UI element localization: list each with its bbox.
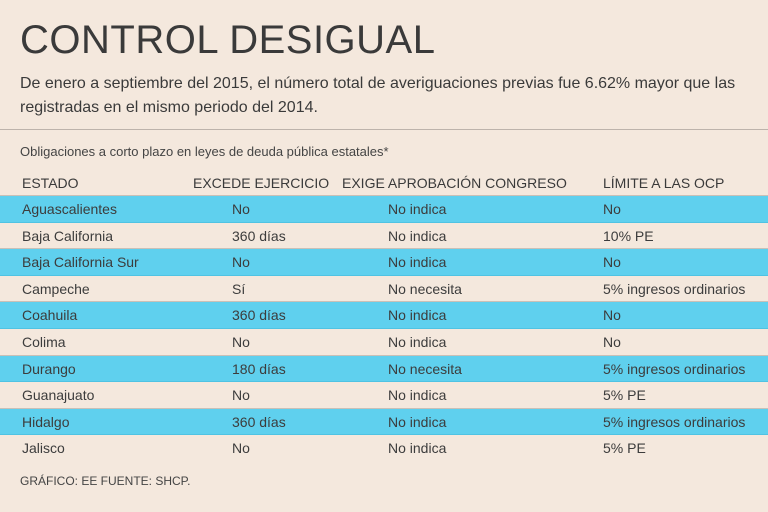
cell-aprobacion: No necesita — [388, 360, 462, 377]
cell-estado: Baja California Sur — [22, 254, 139, 271]
cell-estado: Aguascalientes — [22, 201, 117, 217]
table-row: Hidalgo 360 días No indica 5% ingresos o… — [0, 408, 768, 436]
cell-excede: 360 días — [232, 413, 286, 430]
divider — [0, 129, 768, 130]
cell-estado: Baja California — [22, 227, 114, 244]
cell-excede: 360 días — [232, 307, 286, 324]
cell-excede: Sí — [232, 280, 246, 297]
table-row: Coahuila 360 días No indica No — [0, 302, 768, 329]
table-row: Aguascalientes No No indica No — [0, 196, 768, 223]
cell-estado: Jalisco — [22, 440, 65, 457]
cell-excede: No — [232, 254, 250, 271]
table-row: Jalisco No No indica 5% PE — [0, 435, 768, 462]
cell-aprobacion: No indica — [388, 254, 447, 271]
cell-aprobacion: No indica — [388, 440, 447, 457]
cell-excede: No — [232, 387, 250, 404]
cell-aprobacion: No indica — [388, 307, 447, 324]
table-row: Baja California 360 días No indica 10% P… — [0, 223, 768, 250]
cell-aprobacion: No indica — [388, 333, 447, 350]
table-row: Durango 180 días No necesita 5% ingresos… — [0, 355, 768, 383]
cell-excede: No — [232, 333, 250, 350]
cell-estado: Hidalgo — [22, 413, 70, 430]
header-excede-ejercicio: EXCEDE EJERCICIO — [193, 175, 330, 191]
subtitle: De enero a septiembre del 2015, el númer… — [20, 75, 736, 116]
cell-aprobacion: No indica — [388, 413, 447, 430]
page-title: CONTROL DESIGUAL — [20, 18, 436, 62]
cell-limite: 5% PE — [603, 387, 646, 404]
cell-estado: Guanajuato — [22, 387, 95, 404]
cell-aprobacion: No indica — [388, 201, 447, 217]
table-header-row: ESTADO EXCEDE EJERCICIO EXIGE APROBACIÓN… — [0, 170, 768, 196]
cell-limite: No — [603, 333, 621, 350]
cell-limite: 10% PE — [603, 227, 654, 244]
cell-limite: 5% ingresos ordinarios — [603, 413, 746, 430]
table-row: Colima No No indica No — [0, 329, 768, 356]
cell-limite: 5% PE — [603, 440, 646, 457]
cell-estado: Colima — [22, 333, 66, 350]
table-caption: Obligaciones a corto plazo en leyes de d… — [20, 144, 389, 159]
cell-limite: No — [603, 201, 621, 217]
cell-limite: No — [603, 254, 621, 271]
cell-excede: No — [232, 440, 250, 457]
cell-limite: No — [603, 307, 621, 324]
cell-aprobacion: No indica — [388, 387, 447, 404]
table-row: Baja California Sur No No indica No — [0, 249, 768, 276]
cell-limite: 5% ingresos ordinarios — [603, 280, 746, 297]
cell-excede: No — [232, 201, 250, 217]
cell-estado: Durango — [22, 360, 76, 377]
cell-estado: Campeche — [22, 280, 90, 297]
cell-aprobacion: No necesita — [388, 280, 462, 297]
cell-excede: 360 días — [232, 227, 286, 244]
cell-estado: Coahuila — [22, 307, 78, 324]
header-limite-ocp: LÍMITE A LAS OCP — [603, 175, 725, 191]
cell-limite: 5% ingresos ordinarios — [603, 360, 746, 377]
debt-table: ESTADO EXCEDE EJERCICIO EXIGE APROBACIÓN… — [0, 170, 768, 462]
table-row: Guanajuato No No indica 5% PE — [0, 382, 768, 409]
header-exige-aprobacion: EXIGE APROBACIÓN CONGRESO — [342, 175, 567, 191]
source-credit: GRÁFICO: EE FUENTE: SHCP. — [20, 474, 191, 488]
cell-aprobacion: No indica — [388, 227, 447, 244]
table-row: Campeche Sí No necesita 5% ingresos ordi… — [0, 276, 768, 303]
cell-excede: 180 días — [232, 360, 286, 377]
header-estado: ESTADO — [22, 175, 79, 191]
